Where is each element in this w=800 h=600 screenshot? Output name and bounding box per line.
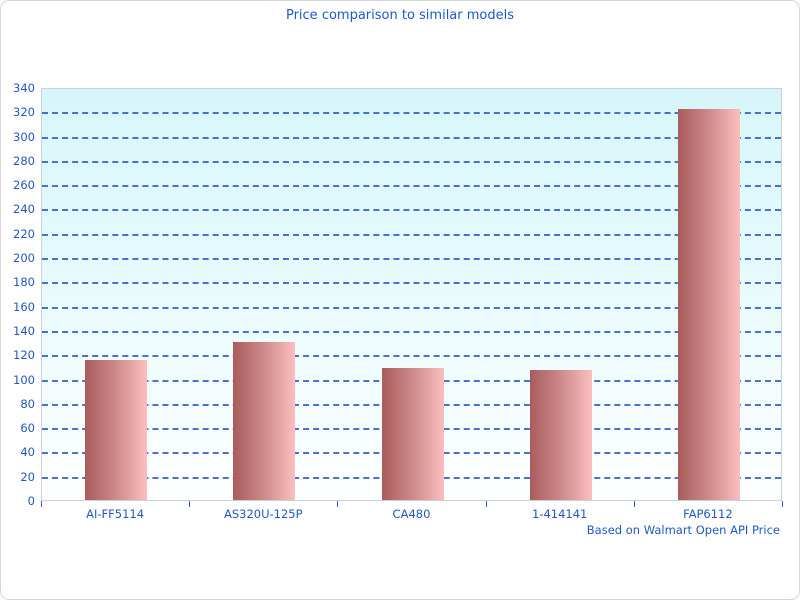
x-axis-tick [782,501,783,507]
gridline [42,112,781,115]
y-axis-label: 100 [13,372,35,387]
gridline [42,306,781,309]
y-axis-label: 260 [13,178,35,193]
gridline [42,136,781,139]
y-axis-label: 280 [13,153,35,168]
y-axis-label: 200 [13,251,35,266]
y-axis-label: 140 [13,323,35,338]
plot-area [41,88,782,501]
y-axis-label: 320 [13,105,35,120]
y-axis-label: 40 [20,445,35,460]
y-axis-label: 340 [13,81,35,95]
y-axis-label: 0 [27,494,35,508]
bar [677,108,740,500]
chart-title: Price comparison to similar models [285,8,515,23]
y-axis-label: 80 [20,396,35,411]
bar [85,360,148,500]
gridline [42,209,781,212]
x-axis-tick [633,501,635,507]
x-axis-label: 1-414141 [532,507,588,521]
gridline [42,282,781,285]
y-axis-label: 240 [13,202,35,217]
y-axis-label: 300 [13,129,35,144]
x-axis-tick [337,501,339,507]
y-axis-label: 160 [13,299,35,314]
y-axis-label: 120 [13,348,35,363]
x-axis-tick [485,501,487,507]
gridline [42,160,781,163]
y-axis-label: 180 [13,275,35,290]
y-axis-label: 20 [20,469,35,484]
bar [529,370,592,500]
y-axis-label: 60 [20,421,35,436]
bar [381,367,444,500]
bar [233,342,296,500]
x-axis-tick [41,501,42,507]
x-axis-tick [189,501,191,507]
gridline [42,355,781,358]
x-axis-label: AI-FF5114 [86,507,145,521]
x-axis-label: AS320U-125P [223,507,303,521]
x-axis-label: FAP6112 [683,507,733,521]
y-axis-label: 220 [13,226,35,241]
gridline [42,258,781,261]
chart-footer: Based on Walmart Open API Price [586,523,780,537]
gridline [42,185,781,188]
gridline [42,330,781,333]
x-axis-label: CA480 [392,507,431,521]
gridline [42,233,781,236]
